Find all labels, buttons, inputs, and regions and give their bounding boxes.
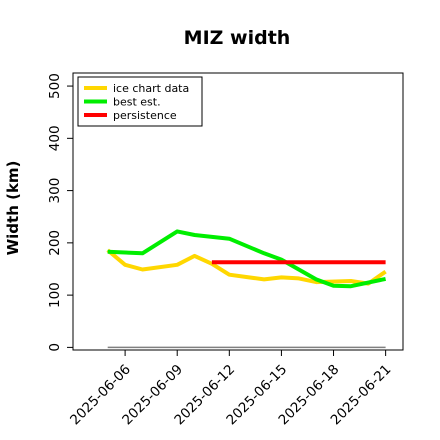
series-line-best-est bbox=[107, 229, 387, 289]
series-line-ice-chart-data bbox=[106, 248, 387, 286]
legend-label: best est. bbox=[113, 96, 161, 109]
y-tick-label: 100 bbox=[47, 282, 63, 308]
plot-area bbox=[72, 72, 404, 351]
series-layer bbox=[106, 229, 387, 349]
y-tick-label: 0 bbox=[47, 343, 63, 352]
y-axis: 0 100 200 300 400 500 bbox=[47, 73, 73, 352]
legend-label: persistence bbox=[113, 109, 177, 122]
legend-label: ice chart data bbox=[113, 82, 189, 95]
y-tick-label: 400 bbox=[47, 125, 63, 151]
y-axis-label: Width (km) bbox=[4, 161, 22, 256]
plot-frame bbox=[72, 72, 404, 351]
chart-title: MIZ width bbox=[184, 27, 291, 49]
y-tick-label: 200 bbox=[47, 230, 63, 256]
y-tick-label: 500 bbox=[47, 73, 63, 99]
y-tick-label: 300 bbox=[47, 178, 63, 204]
x-axis: 2025-06-062025-06-092025-06-122025-06-15… bbox=[67, 350, 394, 428]
